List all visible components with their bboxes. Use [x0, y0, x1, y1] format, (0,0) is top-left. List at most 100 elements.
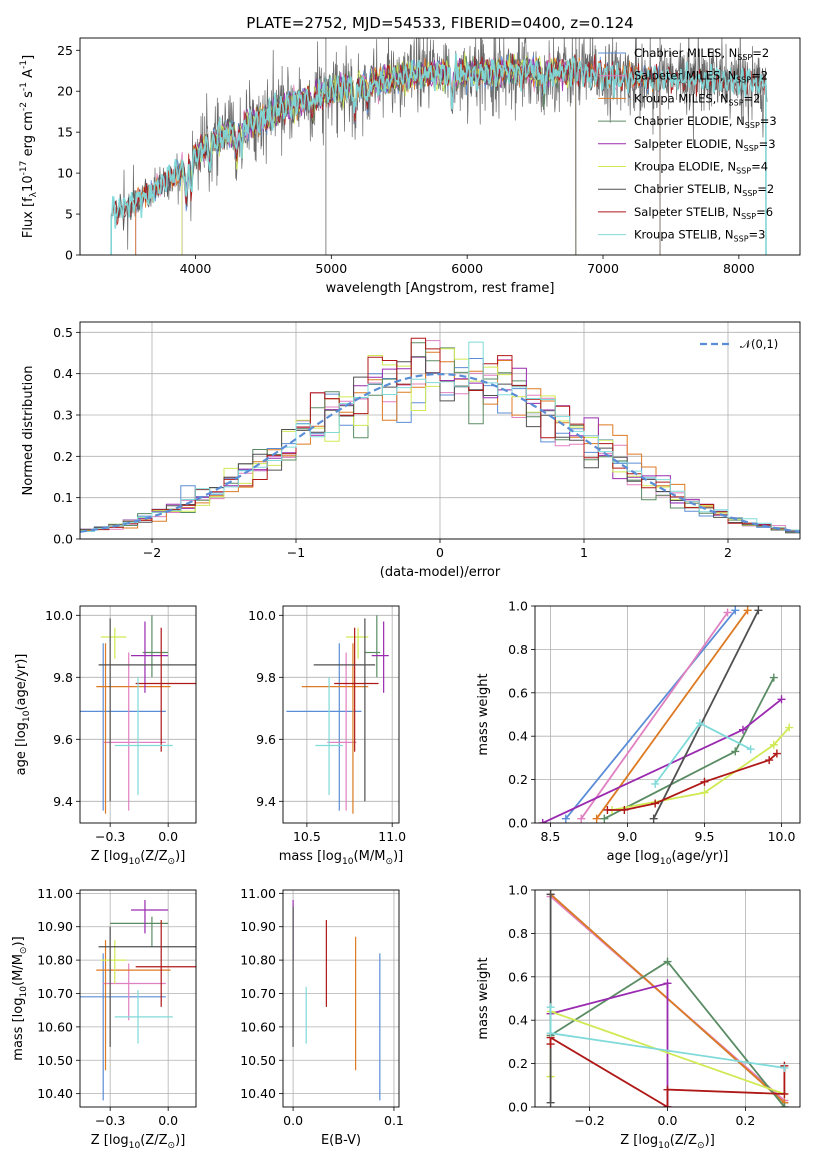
legend-entry-normal: 𝒩(0,1)	[740, 337, 778, 351]
axes-frame	[79, 321, 801, 540]
axes-frame	[79, 37, 801, 256]
x-tick-label: 8.5	[540, 829, 560, 844]
legend-entry-salpeter-elodie: Salpeter ELODIE, NSSP=3	[634, 137, 776, 153]
mass-vs-Z-panel: −0.3 0.0 10.40 10.50 10.60 10.70 10.80 10.90 11.…	[11, 886, 197, 1151]
series-marker-kroupa-stelib	[546, 1003, 555, 1012]
x-tick-label: −0.2	[574, 1113, 604, 1128]
y-tick-label: 10.40	[37, 1086, 73, 1101]
series-marker-salpeter-stelib	[620, 805, 629, 814]
x-tick-label: −0.3	[95, 1113, 125, 1128]
series-marker-chabrier-stelib	[754, 606, 763, 615]
series-marker-salpeter-elodie	[663, 979, 672, 988]
series-line-salpeter-miles	[580, 611, 729, 820]
x-tick-label: 10.5	[293, 829, 321, 844]
legend-entry-chabrier-miles: Chabrier MILES, NSSP=2	[634, 46, 769, 62]
x-tick-label: −0.3	[95, 829, 125, 844]
x-tick-label: 0.0	[658, 1113, 678, 1128]
x-axis-label: Z [log10​(Z/Z⊙​)]	[620, 1133, 715, 1151]
series-marker-kroupa-elodie	[700, 788, 709, 797]
x-tick-label: 0.0	[158, 1113, 178, 1128]
series-marker-chabrier-elodie	[780, 1103, 789, 1107]
legend-entry-chabrier-elodie: Chabrier ELODIE, NSSP=3	[634, 114, 777, 130]
y-tick-label: 0.5	[53, 325, 73, 340]
x-tick-label: 6000	[451, 261, 483, 276]
series-marker-kroupa-miles	[592, 814, 601, 823]
y-tick-label: 10.90	[240, 919, 276, 934]
x-axis-label: Z [log10​(Z/Z⊙​)]	[91, 849, 186, 867]
series-marker-chabrier-miles	[561, 814, 570, 823]
legend-entry-kroupa-miles: Kroupa MILES, NSSP=2	[634, 91, 760, 107]
legend-entry-chabrier-stelib: Chabrier STELIB, NSSP=2	[634, 182, 774, 198]
series-marker-salpeter-elodie	[777, 695, 786, 704]
y-tick-label: 1.0	[508, 883, 528, 898]
y-tick-label: 5	[65, 207, 73, 222]
legend-entry-salpeter-miles: Salpeter MILES, NSSP=2	[634, 69, 768, 85]
series-marker-salpeter-stelib	[663, 1103, 672, 1107]
y-tick-label: 0.2	[508, 772, 528, 787]
x-tick-label: 0.2	[735, 1113, 755, 1128]
x-axis-label: E(B-V)	[321, 1133, 361, 1148]
x-tick-label: −2	[143, 545, 161, 560]
y-tick-label: 10.40	[240, 1086, 276, 1101]
series-marker-chabrier-miles	[731, 606, 740, 615]
y-axis-label: mass weight	[476, 673, 491, 755]
y-tick-label: 10.70	[240, 986, 276, 1001]
y-tick-label: 0.8	[508, 642, 528, 657]
series-line-chabrier-miles	[565, 609, 736, 820]
axes-frame	[79, 605, 197, 824]
series-marker-kroupa-stelib	[695, 719, 704, 728]
series-marker-kroupa-stelib	[780, 1063, 789, 1072]
series-marker-chabrier-elodie	[731, 747, 740, 756]
x-axis-label: Z [log10​(Z/Z⊙​)]	[91, 1133, 186, 1151]
x-tick-label: 9.0	[617, 829, 637, 844]
series-marker-salpeter-miles	[577, 814, 586, 823]
y-tick-label: 9.4	[256, 794, 276, 809]
y-tick-label: 10.60	[240, 1019, 276, 1034]
series-marker-kroupa-miles	[743, 606, 752, 615]
legend-entry-kroupa-stelib: Kroupa STELIB, NSSP=3	[634, 228, 765, 244]
model-curve-kroupa-stelib	[110, 53, 767, 255]
x-axis-label: wavelength [Angstrom, rest frame]	[326, 281, 555, 296]
y-tick-label: 10.80	[240, 953, 276, 968]
series-marker-kroupa-elodie	[769, 740, 778, 749]
x-tick-label: 5000	[315, 261, 347, 276]
y-tick-label: 10.70	[37, 986, 73, 1001]
y-axis-label: mass [log10​(M/M⊙​)]	[11, 936, 29, 1060]
normal-reference-curve	[80, 372, 800, 533]
x-tick-label: 0.1	[384, 1113, 404, 1128]
y-tick-label: 0.0	[508, 816, 528, 831]
y-tick-label: 9.6	[53, 732, 73, 747]
series-marker-kroupa-stelib	[746, 745, 755, 754]
series-marker-salpeter-stelib	[780, 1089, 789, 1098]
y-tick-label: 10	[57, 166, 73, 181]
x-tick-label: 0.0	[158, 829, 178, 844]
y-tick-label: 10.0	[248, 608, 276, 623]
axes-frame	[534, 605, 801, 824]
x-tick-label: 11.0	[378, 829, 406, 844]
y-tick-label: 10.50	[37, 1053, 73, 1068]
legend-entry-salpeter-stelib: Salpeter STELIB, NSSP=6	[634, 205, 773, 221]
series-marker-salpeter-elodie	[738, 725, 747, 734]
y-tick-label: 0.4	[508, 729, 528, 744]
y-tick-label: 10.60	[37, 1019, 73, 1034]
x-tick-label: 9.5	[695, 829, 715, 844]
x-tick-label: 1	[580, 545, 588, 560]
y-tick-label: 9.8	[53, 670, 73, 685]
y-tick-label: 20	[57, 84, 73, 99]
series-marker-salpeter-elodie	[538, 819, 547, 823]
x-tick-label: −1	[287, 545, 305, 560]
series-marker-salpeter-stelib	[603, 805, 612, 814]
y-tick-label: 25	[57, 43, 73, 58]
age-vs-Z-panel: −0.3 0.0 9.4 9.6 9.8 10.0 Z [log10​(Z/Z⊙​)] age…	[14, 605, 197, 867]
weight-vs-age-panel: 8.5 9.0 9.5 10.0 0.0 0.2 0.4 0.6 0.8 1.0 age [log1…	[476, 599, 801, 867]
series-marker-kroupa-elodie	[785, 723, 794, 732]
y-tick-label: 1.0	[508, 599, 528, 614]
series-marker-chabrier-stelib	[546, 890, 555, 899]
x-tick-label: 2	[724, 545, 732, 560]
x-tick-label: 0	[436, 545, 444, 560]
y-axis-label: Normed distribution	[21, 366, 36, 496]
series-marker-chabrier-stelib	[649, 814, 658, 823]
series-marker-salpeter-stelib	[765, 756, 774, 765]
residuals-panel: −2 −1 0 1 2 0.0 0.1 0.2 0.3 0.4 0.5 (data-model)/er…	[21, 321, 801, 580]
y-axis-label: Flux [fλ​10-17​ erg cm-2​ s-1​ A-1​]	[19, 55, 39, 238]
